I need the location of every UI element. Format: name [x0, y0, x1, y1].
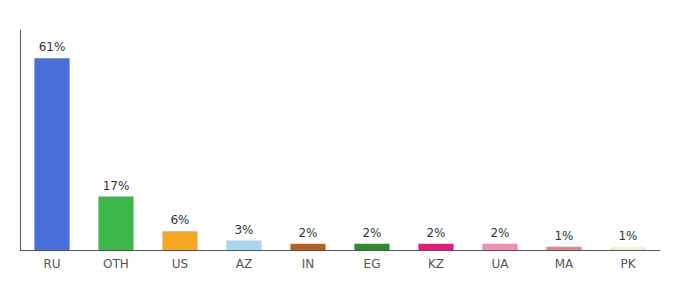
svg-text:KZ: KZ	[428, 257, 444, 271]
svg-text:OTH: OTH	[103, 257, 129, 271]
svg-text:6%: 6%	[170, 213, 189, 227]
svg-text:EG: EG	[364, 257, 381, 271]
svg-text:RU: RU	[43, 257, 60, 271]
svg-text:IN: IN	[302, 257, 315, 271]
svg-text:PK: PK	[620, 257, 636, 271]
svg-text:1%: 1%	[554, 229, 573, 243]
svg-text:US: US	[172, 257, 188, 271]
svg-text:3%: 3%	[234, 223, 253, 237]
svg-text:2%: 2%	[362, 226, 381, 240]
svg-text:61%: 61%	[39, 40, 66, 54]
svg-text:2%: 2%	[298, 226, 317, 240]
svg-text:AZ: AZ	[236, 257, 252, 271]
svg-text:17%: 17%	[103, 179, 130, 193]
svg-text:1%: 1%	[618, 229, 637, 243]
svg-text:MA: MA	[555, 257, 574, 271]
svg-text:UA: UA	[492, 257, 510, 271]
svg-text:2%: 2%	[426, 226, 445, 240]
svg-text:2%: 2%	[490, 226, 509, 240]
